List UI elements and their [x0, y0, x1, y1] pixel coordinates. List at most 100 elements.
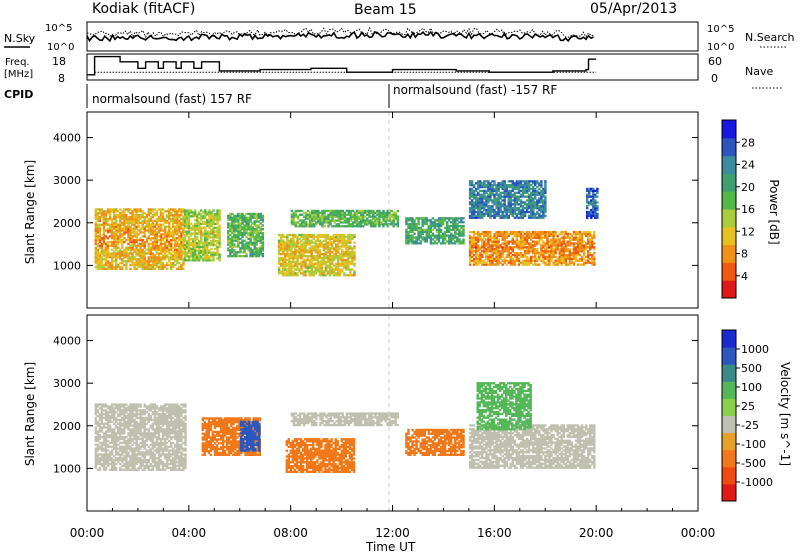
heatmap-cell [491, 252, 494, 255]
heatmap-cell [594, 214, 597, 217]
heatmap-cell [133, 229, 136, 232]
heatmap-cell [328, 253, 332, 256]
heatmap-cell [290, 239, 293, 242]
heatmap-cell [313, 225, 316, 228]
heatmap-cell [119, 258, 122, 261]
heatmap-cell [202, 220, 205, 224]
heatmap-cell [286, 235, 289, 239]
heatmap-cell [479, 197, 482, 200]
heatmap-cell [517, 191, 521, 194]
heatmap-cell [347, 260, 350, 263]
heatmap-cell [157, 216, 161, 219]
heatmap-cell [536, 210, 539, 214]
heatmap-cell [255, 226, 258, 229]
heatmap-cell [532, 246, 535, 249]
heatmap-cell [229, 218, 232, 221]
heatmap-cell [145, 225, 148, 228]
heatmap-cell [143, 262, 146, 265]
heatmap-cell [247, 245, 250, 248]
heatmap-cell [176, 262, 179, 265]
heatmap-cell [452, 226, 455, 230]
heatmap-cell [106, 464, 110, 468]
heatmap-cell [552, 232, 555, 236]
heatmap-cell [322, 235, 326, 239]
heatmap-cell [292, 215, 296, 218]
heatmap-cell [168, 212, 171, 215]
heatmap-cell [277, 233, 281, 237]
heatmap-cell [113, 414, 116, 418]
heatmap-cell [546, 257, 549, 260]
heatmap-cell [540, 191, 543, 194]
heatmap-cell [308, 274, 311, 277]
heatmap-cell [413, 226, 416, 230]
heatmap-cell [485, 180, 488, 183]
heatmap-cell [468, 255, 472, 259]
heatmap-cell [332, 274, 336, 277]
heatmap-cell [489, 187, 492, 191]
heatmap-cell [470, 207, 474, 210]
heatmap-cell [204, 217, 207, 220]
heatmap-cell [104, 246, 108, 249]
heatmap-cell [129, 260, 132, 263]
heatmap-cell [536, 257, 539, 260]
heatmap-cell [417, 242, 420, 245]
heatmap-cell [532, 180, 535, 183]
heatmap-cell [328, 247, 332, 250]
heatmap-cell [335, 264, 338, 267]
heatmap-cell [182, 267, 185, 270]
heatmap-cell [284, 241, 287, 244]
heatmap-cell [135, 208, 138, 211]
heatmap-cell [286, 251, 289, 254]
heatmap-cell [239, 233, 242, 237]
heatmap-cell [335, 239, 338, 242]
heatmap-cell [104, 229, 108, 232]
heatmap-cell [456, 219, 459, 222]
heatmap-cell [255, 239, 258, 242]
heatmap-cell [143, 221, 146, 224]
heatmap-cell [104, 430, 108, 433]
heatmap-cell [316, 256, 319, 260]
heatmap-cell [212, 222, 215, 226]
heatmap-cell [576, 236, 580, 239]
heatmap-cell [353, 217, 357, 220]
heatmap-cell [119, 240, 122, 244]
heatmap-cell [180, 237, 183, 240]
heatmap-cell [257, 239, 260, 242]
heatmap-cell [202, 217, 205, 220]
heatmap-cell [525, 252, 529, 255]
heatmap-cell [189, 259, 193, 262]
heatmap-cell [507, 180, 510, 183]
heatmap-cell [294, 274, 297, 277]
heatmap-cell [110, 221, 114, 224]
heatmap-cell [155, 237, 159, 240]
heatmap-cell [110, 254, 114, 257]
heatmap-cell [320, 274, 324, 277]
heatmap-cell [133, 250, 136, 253]
heatmap-cell [257, 253, 260, 256]
heatmap-cell [231, 245, 234, 248]
heatmap-cell [582, 253, 586, 257]
heatmap-cell [542, 193, 545, 196]
heatmap-cell [314, 268, 317, 271]
heatmap-cell [102, 455, 106, 458]
heatmap-cell [536, 191, 539, 194]
heatmap-cell [321, 217, 324, 220]
heatmap-cell [98, 445, 102, 448]
heatmap-cell [515, 253, 519, 257]
heatmap-cell [106, 405, 110, 408]
heatmap-cell [218, 226, 221, 229]
heatmap-cell [113, 464, 116, 468]
heatmap-cell [509, 263, 512, 266]
heatmap-cell [544, 197, 547, 200]
heatmap-cell [558, 238, 561, 241]
heatmap-cell [286, 274, 289, 277]
cpid-label: CPID [4, 88, 33, 101]
heatmap-cell [214, 226, 217, 229]
heatmap-cell [454, 232, 457, 235]
heatmap-cell [131, 223, 134, 226]
heatmap-cell [349, 215, 353, 218]
heatmap-cell [433, 234, 437, 237]
heatmap-cell [306, 270, 309, 273]
heatmap-cell [357, 211, 361, 214]
heatmap-cell [481, 250, 484, 253]
